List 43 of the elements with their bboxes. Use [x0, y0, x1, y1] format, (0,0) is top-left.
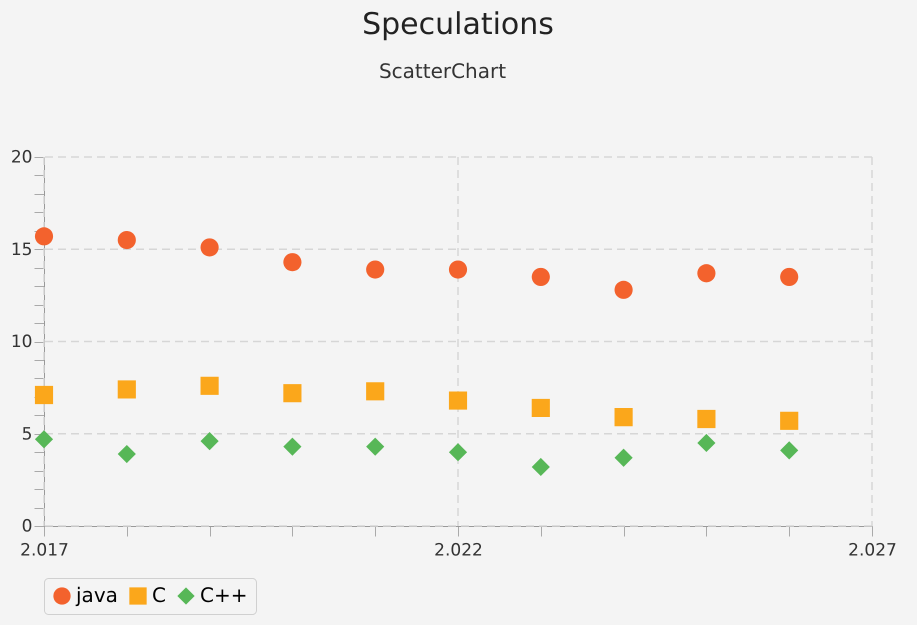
y-tick-label: 10 — [10, 332, 32, 352]
text: ScatterChart — [378, 59, 506, 83]
point — [780, 268, 798, 286]
legend-label: java — [75, 583, 118, 607]
chart-title: Speculations — [362, 7, 554, 42]
point — [614, 408, 633, 426]
point — [697, 264, 716, 282]
point — [200, 432, 219, 450]
x-tick-label: 2.027 — [848, 540, 897, 560]
point — [780, 412, 798, 430]
point — [34, 227, 54, 246]
legend-label: C — [152, 583, 166, 607]
x-tick-label: 2.017 — [20, 540, 69, 560]
point — [448, 260, 468, 279]
point — [200, 238, 219, 256]
point — [283, 438, 302, 456]
point — [448, 391, 468, 410]
legend-label: C++ — [200, 583, 248, 607]
point — [780, 441, 798, 460]
y-tick-label: 15 — [10, 240, 32, 260]
point — [532, 398, 550, 418]
point — [34, 386, 54, 404]
point — [283, 253, 302, 272]
point — [697, 434, 716, 452]
point — [366, 438, 384, 456]
point — [614, 280, 633, 299]
y-tick-label: 20 — [10, 148, 32, 168]
point — [532, 268, 550, 286]
point — [34, 430, 54, 448]
point — [448, 443, 468, 462]
point — [200, 376, 219, 395]
point — [366, 260, 384, 279]
point — [283, 384, 302, 402]
point — [118, 380, 136, 399]
y-tick-label: 5 — [22, 424, 32, 444]
x-tick-label: 2.022 — [434, 540, 483, 560]
point — [118, 444, 136, 464]
point — [532, 458, 550, 476]
point — [614, 448, 633, 467]
y-tick-label: 0 — [22, 516, 32, 536]
point — [366, 382, 384, 400]
point — [697, 410, 716, 428]
point — [118, 230, 136, 250]
